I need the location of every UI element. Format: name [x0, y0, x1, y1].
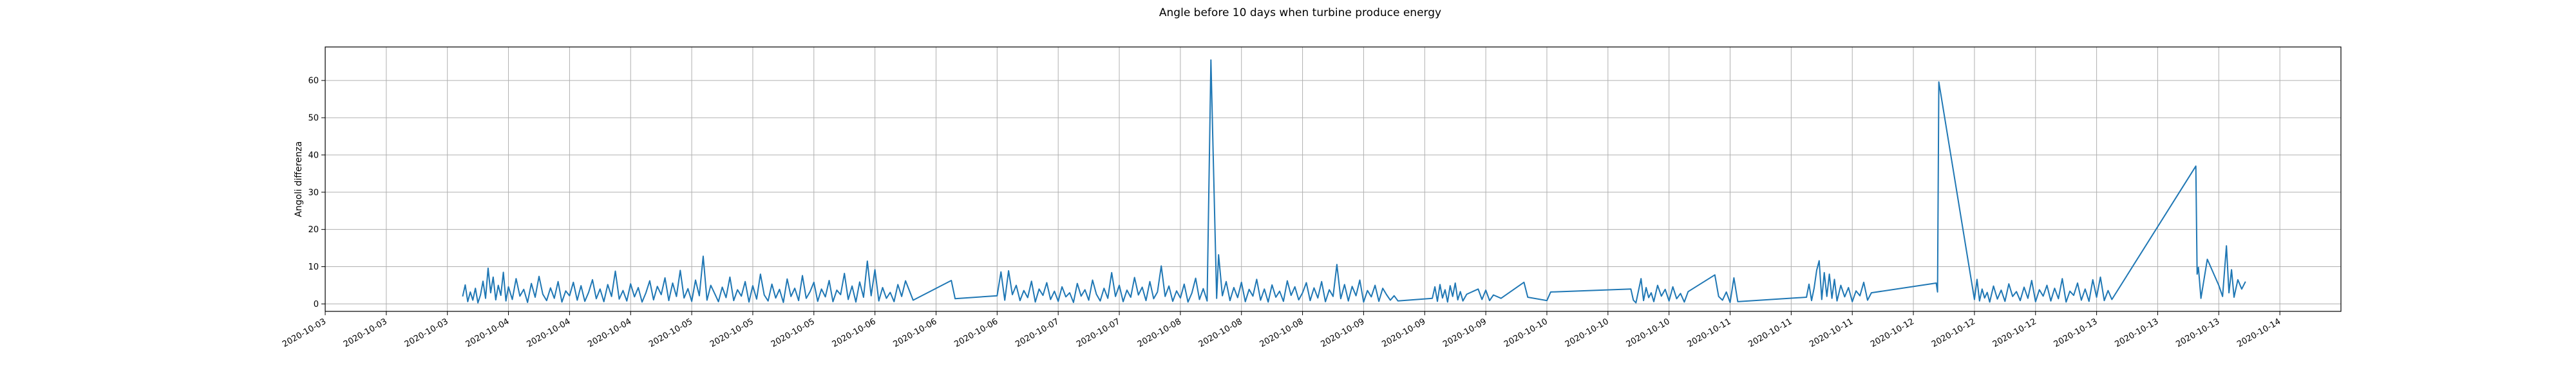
x-tick-label-6: 2020-10-05: [647, 317, 694, 349]
y-axis: 0 10 20 30 40 50 60: [308, 77, 325, 309]
x-tick-label-19: 2020-10-09: [1441, 317, 1488, 349]
x-tick-label-15: 2020-10-08: [1197, 317, 1244, 349]
y-tick-label-2: 20: [308, 225, 319, 235]
x-tick-label-4: 2020-10-04: [525, 317, 572, 349]
y-tick-label-3: 30: [308, 188, 319, 198]
x-tick-label-8: 2020-10-05: [770, 317, 817, 349]
x-tick-label-10: 2020-10-06: [892, 317, 939, 349]
y-tick-label-6: 60: [308, 77, 319, 86]
series-layer: [462, 59, 2246, 304]
x-tick-label-3: 2020-10-04: [464, 317, 511, 349]
x-tick-label-12: 2020-10-07: [1014, 317, 1061, 349]
x-tick-label-26: 2020-10-12: [1869, 317, 1916, 349]
x-tick-label-21: 2020-10-10: [1564, 317, 1611, 349]
x-axis: 2020-10-03 2020-10-03 2020-10-03 2020-10-04…: [281, 311, 2282, 349]
x-tick-label-27: 2020-10-12: [1930, 317, 1977, 349]
series-line-0: [462, 59, 2246, 304]
x-tick-label-22: 2020-10-10: [1625, 317, 1672, 349]
x-tick-label-0: 2020-10-03: [281, 317, 328, 349]
x-tick-label-20: 2020-10-10: [1502, 317, 1549, 349]
x-tick-label-7: 2020-10-05: [708, 317, 755, 349]
y-tick-label-4: 40: [308, 151, 319, 160]
y-axis-label: Angoli differenza: [294, 141, 304, 217]
x-tick-label-1: 2020-10-03: [342, 317, 389, 349]
x-tick-label-5: 2020-10-04: [586, 317, 633, 349]
y-tick-label-5: 50: [308, 113, 319, 123]
grid-lines: [325, 47, 2341, 311]
x-tick-label-11: 2020-10-06: [952, 317, 999, 349]
x-tick-label-16: 2020-10-08: [1258, 317, 1305, 349]
x-tick-label-23: 2020-10-11: [1686, 317, 1733, 349]
x-tick-label-9: 2020-10-06: [831, 317, 878, 349]
x-tick-label-2: 2020-10-03: [403, 317, 450, 349]
plot-frame: [325, 46, 2342, 312]
x-tick-label-13: 2020-10-07: [1075, 317, 1122, 349]
x-tick-label-30: 2020-10-13: [2114, 317, 2161, 349]
x-tick-label-31: 2020-10-13: [2174, 317, 2221, 349]
x-tick-label-29: 2020-10-13: [2052, 317, 2099, 349]
y-tick-label-1: 10: [308, 262, 319, 272]
x-tick-label-24: 2020-10-11: [1747, 317, 1794, 349]
chart-title: Angle before 10 days when turbine produc…: [1159, 6, 1441, 19]
x-tick-label-28: 2020-10-12: [1991, 317, 2038, 349]
x-tick-label-32: 2020-10-14: [2235, 317, 2282, 349]
x-tick-label-14: 2020-10-08: [1136, 317, 1183, 349]
x-tick-label-25: 2020-10-11: [1808, 317, 1855, 349]
x-tick-label-17: 2020-10-09: [1319, 317, 1366, 349]
x-tick-label-18: 2020-10-09: [1380, 317, 1427, 349]
y-tick-label-0: 0: [314, 300, 319, 309]
